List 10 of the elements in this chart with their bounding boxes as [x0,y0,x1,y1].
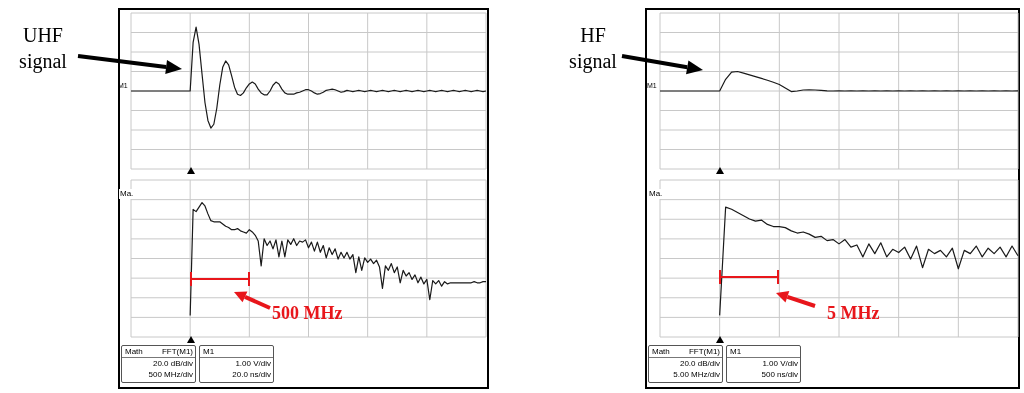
readout-box: M1 1.00 V/div 500 ns/div [726,345,801,383]
text: Ma. [648,189,664,199]
readout-box: M1 1.00 V/div 20.0 ns/div [199,345,274,383]
text: HF signal [568,23,618,74]
annotation: 500 MHz [272,303,343,324]
text: Ma. [119,189,135,199]
text: UHF signal [18,23,68,74]
readout-box: Math FFT(M1) 20.0 dB/div 5.00 MHz/div [648,345,723,383]
annotation: 5 MHz [827,303,880,324]
readout-box: Math FFT(M1) 20.0 dB/div 500 MHz/div [121,345,196,383]
